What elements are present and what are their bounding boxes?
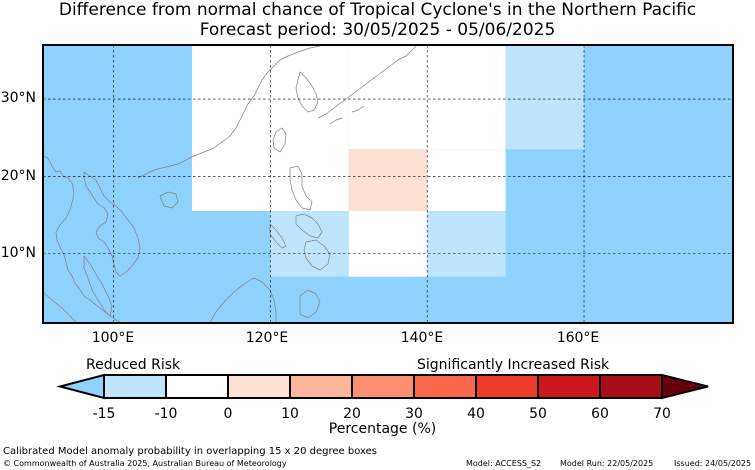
coastline-indochina	[83, 171, 141, 277]
colorbar-tick-label: -10	[154, 406, 178, 422]
lat-label-20n: 20°N	[0, 168, 36, 184]
colorbar-segment	[351, 374, 415, 399]
issued-date: Issued: 24/05/2025	[674, 459, 752, 468]
coastline-mindanao	[303, 239, 331, 271]
lon-label-120e: 120°E	[245, 330, 289, 346]
colorbar-segment	[165, 374, 229, 399]
colorbar-extend-low	[56, 373, 105, 400]
lon-label-160e: 160°E	[556, 330, 600, 346]
colorbar-segment	[227, 374, 291, 399]
risk-cell	[505, 45, 585, 150]
colorbar-extend-high	[661, 373, 709, 400]
colorbar-segment	[289, 374, 353, 399]
colorbar-tick-label: -15	[92, 406, 116, 422]
coastline-sulawesi	[299, 289, 321, 319]
colorbar-tick-label: 0	[223, 406, 233, 422]
risk-cell	[270, 211, 349, 277]
map-title-line-2: Forecast period: 30/05/2025 - 05/06/2025	[199, 20, 556, 40]
colorbar-segment	[475, 374, 539, 399]
coastline-visayas	[295, 213, 323, 239]
colorbar-tick-label: 10	[281, 406, 299, 422]
coastlines	[42, 45, 417, 323]
lat-label-30n: 30°N	[0, 90, 36, 106]
colorbar-axis-label: Percentage (%)	[328, 421, 437, 437]
coastline-luzon	[289, 165, 313, 211]
colorbar-tick-label: 30	[405, 406, 423, 422]
model-name: Model: ACCESS_S2	[466, 459, 542, 468]
colorbar	[56, 373, 709, 400]
risk-cell	[427, 211, 506, 277]
colorbar-tick-label: 70	[653, 406, 671, 422]
coastline-asia-mainland	[42, 155, 121, 323]
coastline-japan	[317, 45, 417, 125]
gridlines	[43, 45, 733, 323]
risk-cell	[348, 211, 428, 277]
reduced-risk-label: Reduced Risk	[86, 357, 181, 373]
increased-risk-label: Significantly Increased Risk	[417, 357, 610, 373]
colorbar-tick-label: 40	[467, 406, 485, 422]
colorbar-tick-label: 50	[529, 406, 547, 422]
coastline-hainan	[159, 191, 179, 209]
risk-cell	[348, 149, 428, 212]
colorbar-segment	[413, 374, 477, 399]
coastline-south-china	[137, 45, 321, 179]
copyright-notice: © Commonwealth of Australia 2025, Austra…	[3, 459, 287, 468]
model-run-date: Model Run: 22/05/2025	[560, 459, 654, 468]
colorbar-segment	[103, 374, 167, 399]
map-title-line-1: Difference from normal chance of Tropica…	[58, 0, 697, 20]
risk-cell	[191, 45, 349, 212]
colorbar-segment	[537, 374, 601, 399]
map-frame	[42, 44, 734, 324]
lon-label-140e: 140°E	[400, 330, 444, 346]
coastline-korea	[295, 71, 319, 113]
coastline-taiwan	[272, 127, 287, 153]
footer-note: Calibrated Model anomaly probability in …	[3, 446, 378, 457]
lat-label-10n: 10°N	[0, 245, 36, 261]
coastline-malay-peninsula	[83, 255, 113, 317]
lon-label-100e: 100°E	[91, 330, 135, 346]
risk-cell	[427, 149, 506, 212]
colorbar-tick-label: 60	[591, 406, 609, 422]
coastline-palawan	[269, 223, 287, 249]
coastline-sumatra	[42, 291, 77, 323]
coastline-borneo	[209, 277, 277, 323]
colorbar-segment	[599, 374, 663, 399]
colorbar-tick-label: 20	[343, 406, 361, 422]
